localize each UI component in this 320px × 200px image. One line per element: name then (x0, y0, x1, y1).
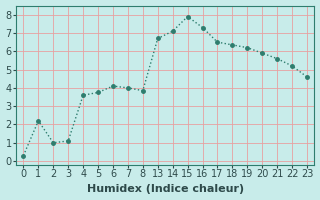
X-axis label: Humidex (Indice chaleur): Humidex (Indice chaleur) (87, 184, 244, 194)
